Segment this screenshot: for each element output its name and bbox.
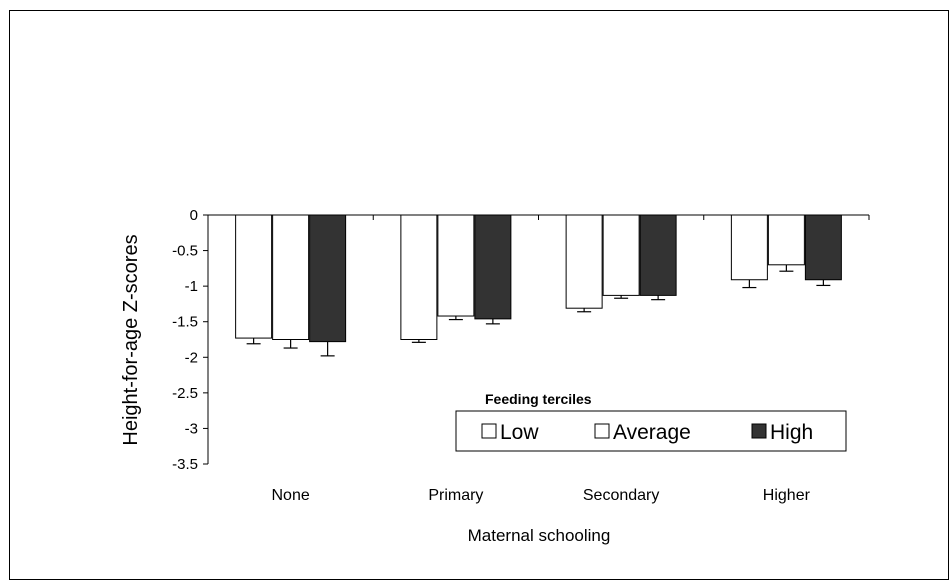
legend-title: Feeding terciles — [485, 391, 592, 407]
y-tick-label: -1 — [185, 278, 198, 295]
y-tick-label: -3.5 — [172, 456, 198, 473]
bar — [272, 214, 310, 340]
bar — [437, 214, 475, 317]
y-tick-label: -2 — [185, 349, 198, 366]
bar — [309, 214, 347, 343]
legend: Feeding terciles Low Average High — [455, 391, 847, 452]
y-tick-label: -1.5 — [172, 314, 198, 331]
legend-swatch — [481, 423, 497, 439]
bar — [565, 214, 603, 309]
bar — [804, 214, 842, 281]
y-tick-label: -0.5 — [172, 243, 198, 260]
legend-items: Low Average High — [481, 421, 813, 444]
x-tick-label: Primary — [428, 487, 483, 504]
y-tick-label: -2.5 — [172, 385, 198, 402]
y-axis-label: Height-for-age Z-scores — [120, 234, 142, 445]
x-tick-label: None — [272, 487, 310, 504]
legend-label: High — [770, 421, 813, 444]
legend-swatch — [751, 423, 767, 439]
y-tick-label: -3 — [185, 420, 198, 437]
bar — [474, 214, 512, 320]
bar — [400, 214, 438, 340]
legend-label: Average — [613, 421, 691, 444]
legend-label: Low — [500, 421, 539, 444]
bar — [602, 214, 640, 296]
x-axis-label: Maternal schooling — [468, 526, 611, 545]
x-tick-label: Higher — [763, 487, 811, 504]
legend-swatch — [594, 423, 610, 439]
legend-box — [455, 410, 847, 452]
bar — [235, 214, 273, 339]
bar — [639, 214, 677, 296]
x-tick-label: Secondary — [583, 487, 660, 504]
bar — [730, 214, 768, 281]
bar — [767, 214, 805, 266]
y-tick-label: 0 — [190, 207, 198, 224]
plot-area: 0 -0.5 -1 -1.5 -2 -2.5 -3 -3.5 None Primary Second… — [172, 207, 870, 504]
